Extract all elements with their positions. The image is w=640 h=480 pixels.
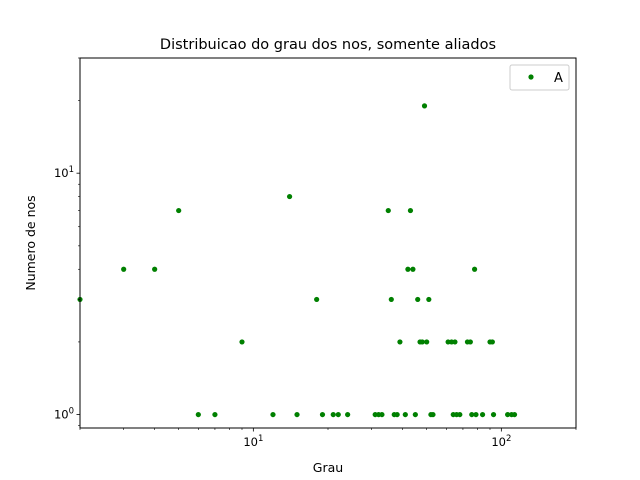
data-point bbox=[421, 103, 428, 109]
data-point bbox=[121, 266, 127, 272]
data-point bbox=[239, 339, 245, 345]
legend: A bbox=[509, 64, 570, 91]
data-point bbox=[426, 296, 432, 303]
data-point bbox=[330, 411, 336, 418]
data-point bbox=[467, 339, 473, 345]
data-point bbox=[479, 411, 486, 418]
data-point bbox=[270, 411, 276, 418]
data-point bbox=[195, 411, 201, 418]
plot-area-frame bbox=[79, 57, 577, 429]
data-point bbox=[430, 411, 436, 418]
data-point bbox=[511, 411, 518, 418]
data-point bbox=[505, 411, 511, 418]
data-point bbox=[419, 339, 425, 345]
data-point bbox=[424, 339, 430, 345]
data-point bbox=[397, 339, 403, 345]
data-point bbox=[402, 411, 408, 418]
x-axis-label: Grau bbox=[313, 460, 343, 475]
data-point bbox=[473, 411, 479, 418]
data-point bbox=[490, 411, 497, 418]
x-tick-label: 102 bbox=[491, 434, 511, 449]
y-tick-label: 101 bbox=[54, 165, 74, 180]
data-point bbox=[319, 411, 326, 418]
data-point bbox=[385, 207, 391, 214]
data-point bbox=[469, 411, 475, 418]
y-tick-label: 100 bbox=[54, 407, 74, 422]
x-tick-label: 101 bbox=[243, 434, 263, 449]
data-point bbox=[412, 411, 418, 418]
data-point bbox=[457, 411, 463, 418]
data-point bbox=[405, 266, 411, 272]
data-point bbox=[471, 266, 478, 272]
legend-box bbox=[509, 64, 570, 91]
data-point bbox=[407, 207, 414, 214]
data-point bbox=[388, 296, 394, 303]
data-point bbox=[410, 266, 416, 272]
data-point bbox=[452, 339, 458, 345]
data-point bbox=[314, 296, 320, 303]
data-point bbox=[394, 411, 400, 418]
data-point bbox=[335, 411, 341, 418]
data-point bbox=[176, 207, 182, 214]
y-axis-label: Numero de nos bbox=[23, 195, 38, 290]
data-point bbox=[294, 411, 300, 418]
data-point bbox=[379, 411, 385, 418]
chart-title: Distribuicao do grau dos nos, somente al… bbox=[160, 37, 496, 53]
data-point bbox=[345, 411, 351, 418]
legend-marker bbox=[528, 74, 534, 80]
legend-label: A bbox=[554, 71, 563, 86]
scatter-points bbox=[77, 103, 518, 418]
data-point bbox=[415, 296, 421, 303]
data-point bbox=[489, 339, 495, 345]
x-axis-ticks: 101 102 bbox=[243, 428, 511, 449]
data-point bbox=[152, 266, 158, 272]
data-point bbox=[286, 193, 293, 200]
data-point bbox=[212, 411, 218, 418]
y-axis-ticks: 100 101 bbox=[54, 165, 80, 422]
